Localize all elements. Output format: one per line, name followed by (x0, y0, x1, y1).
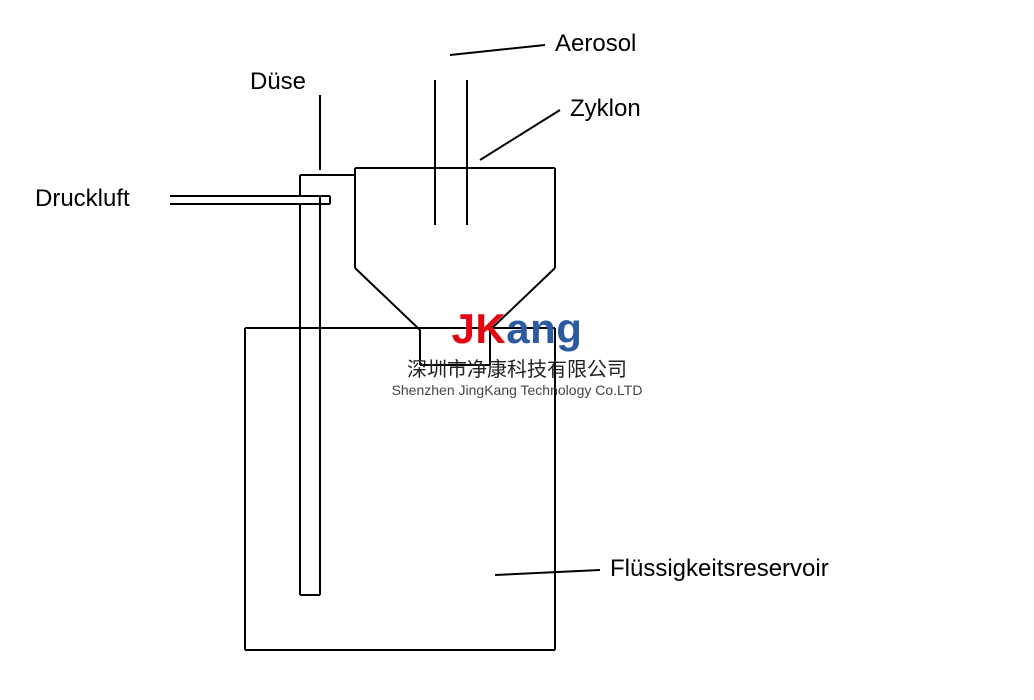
watermark-en: Shenzhen JingKang Technology Co.LTD (337, 382, 697, 398)
label-druckluft: Druckluft (35, 185, 130, 213)
watermark-logo-jk: JK (452, 305, 507, 352)
label-reservoir: Flüssigkeitsreservoir (610, 555, 829, 583)
label-aerosol: Aerosol (555, 30, 636, 58)
watermark-logo-ang: ang (506, 305, 582, 352)
watermark-cn: 深圳市净康科技有限公司 (337, 353, 697, 382)
watermark-logo: JKang (337, 305, 697, 353)
diagram-canvas: Aerosol Zyklon Düse Druckluft Flüssigkei… (0, 0, 1034, 700)
label-zyklon: Zyklon (570, 95, 641, 123)
label-duse: Düse (250, 68, 306, 96)
watermark: JKang 深圳市净康科技有限公司 Shenzhen JingKang Tech… (337, 305, 697, 398)
